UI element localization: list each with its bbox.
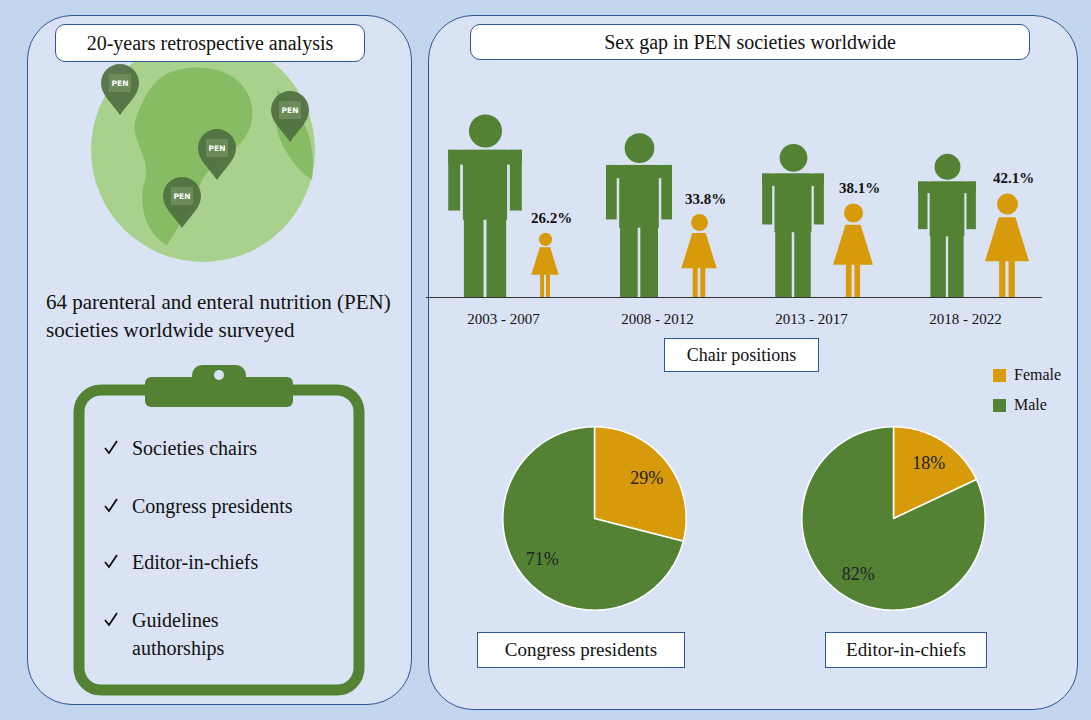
html-text:Sex gap in PEN societies world: Sex gap in PEN societies worldwide <box>604 30 896 53</box>
svg-text:PEN: PEN <box>112 79 129 88</box>
svg-text:2013 - 2017: 2013 - 2017 <box>775 311 848 327</box>
html-text:Female: Female <box>1014 366 1062 383</box>
html-text:Editor-in-chiefs: Editor-in-chiefs <box>132 551 259 573</box>
svg-text:PEN: PEN <box>174 192 191 201</box>
svg-text:PEN: PEN <box>282 106 299 115</box>
html-text:Societies chairs: Societies chairs <box>132 437 257 459</box>
html-text:Chair positions: Chair positions <box>686 344 797 365</box>
html-text:Guidelines authorships: Guidelines authorships <box>132 609 225 659</box>
html-text:Congress presidents: Congress presidents <box>132 495 293 517</box>
html-text:20-years retrospective analysi: 20-years retrospective analysis <box>86 31 334 54</box>
html-text:Male: Male <box>1014 396 1047 413</box>
svg-text:2008 - 2012: 2008 - 2012 <box>621 311 694 327</box>
svg-text:29%: 29% <box>630 468 663 488</box>
html-text:Congress presidents: Congress presidents <box>504 639 658 660</box>
html-text:Editor-in-chiefs: Editor-in-chiefs <box>846 639 966 660</box>
svg-text:38.1%: 38.1% <box>839 180 880 196</box>
svg-text:26.2%: 26.2% <box>531 210 572 226</box>
svg-text:PEN: PEN <box>209 144 226 153</box>
svg-text:2003 - 2007: 2003 - 2007 <box>467 311 540 327</box>
html-text:64 parenteral and enteral nutr: 64 parenteral and enteral nutrition (PEN… <box>46 290 391 343</box>
svg-text:42.1%: 42.1% <box>993 170 1034 186</box>
svg-text:71%: 71% <box>526 549 559 569</box>
svg-text:82%: 82% <box>842 564 875 584</box>
svg-text:33.8%: 33.8% <box>685 191 726 207</box>
svg-text:18%: 18% <box>912 453 945 473</box>
svg-text:2018 - 2022: 2018 - 2022 <box>929 311 1002 327</box>
